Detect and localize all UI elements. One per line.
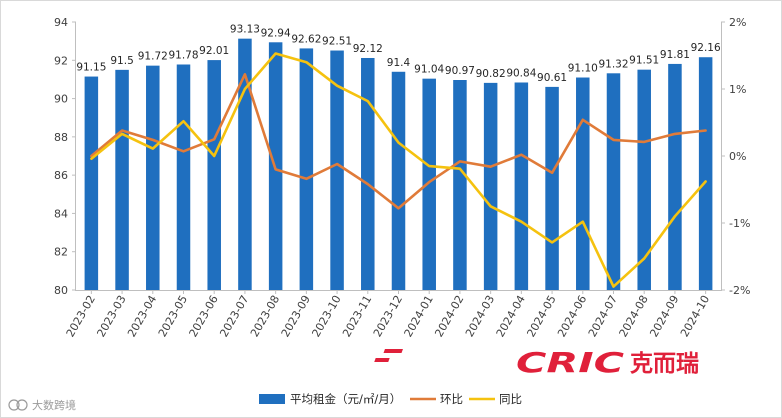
legend-label-mom: 环比 xyxy=(440,392,463,406)
logo-speed-stripe xyxy=(383,349,403,353)
left-axis-ticks: 80 82 84 86 88 90 92 94 xyxy=(54,16,76,297)
legend: 平均租金（元/㎡/月） 环比 同比 xyxy=(259,392,522,406)
left-tick-label: 82 xyxy=(54,246,68,259)
bar-data-label: 90.82 xyxy=(476,68,506,80)
right-tick-label: 0% xyxy=(729,150,746,163)
bar-data-label: 91.72 xyxy=(138,51,168,63)
bar xyxy=(422,78,436,290)
bar-data-label: 90.97 xyxy=(445,65,475,77)
bar xyxy=(576,77,590,290)
watermark-icon xyxy=(16,399,28,411)
right-tick-label: -1% xyxy=(729,217,750,230)
line-yoy xyxy=(90,52,707,288)
cric-logo: CRIC 克而瑞 xyxy=(374,346,699,379)
left-tick-label: 86 xyxy=(54,169,68,182)
bar-data-label: 91.10 xyxy=(568,63,598,75)
left-tick-label: 84 xyxy=(54,207,68,220)
right-tick-label: -2% xyxy=(729,284,750,297)
bar-data-label: 90.84 xyxy=(506,67,536,79)
bar-data-label: 92.01 xyxy=(199,45,229,57)
line-mom xyxy=(90,73,707,210)
bar-data-label: 91.5 xyxy=(110,55,133,67)
legend-swatch-bar xyxy=(259,394,285,404)
logo-mark: CRIC xyxy=(516,346,625,379)
line-series xyxy=(90,52,707,288)
bar-series xyxy=(84,38,713,291)
bar-data-label: 91.04 xyxy=(414,64,444,76)
bar-data-label: 92.62 xyxy=(291,33,321,45)
bar xyxy=(299,48,314,290)
bar xyxy=(391,71,406,291)
left-tick-label: 94 xyxy=(54,16,68,29)
bar xyxy=(698,57,713,291)
logo-speed-stripe xyxy=(374,358,390,362)
bar-data-label: 91.15 xyxy=(76,62,106,74)
bar xyxy=(176,64,191,290)
left-tick-label: 90 xyxy=(54,93,68,106)
bar xyxy=(668,63,682,291)
bar-data-label: 91.78 xyxy=(168,49,198,61)
right-tick-label: 2% xyxy=(729,16,746,29)
watermark: 大数跨境 xyxy=(8,398,76,412)
bar-data-label: 90.61 xyxy=(537,72,567,84)
bar-data-label: 91.51 xyxy=(629,55,659,67)
bar-data-label: 91.81 xyxy=(660,49,690,61)
watermark-icon xyxy=(8,399,20,411)
right-tick-label: 1% xyxy=(729,83,746,96)
bar xyxy=(84,76,99,290)
bar xyxy=(514,82,529,291)
legend-label-yoy: 同比 xyxy=(499,392,522,406)
bar xyxy=(238,38,252,291)
legend-label-bar: 平均租金（元/㎡/月） xyxy=(290,392,401,406)
bar xyxy=(330,50,344,290)
bar xyxy=(115,69,129,290)
left-tick-label: 92 xyxy=(54,54,68,67)
bar-data-label: 92.12 xyxy=(353,43,383,55)
bar-data-label: 92.94 xyxy=(261,27,291,39)
left-tick-label: 88 xyxy=(54,131,68,144)
bar xyxy=(606,73,621,290)
right-axis-ticks: -2% -1% 0% 1% 2% xyxy=(721,16,750,297)
bar-data-label: 92.51 xyxy=(322,36,352,48)
left-tick-label: 80 xyxy=(54,284,68,297)
bar xyxy=(361,57,375,290)
watermark-text: 大数跨境 xyxy=(32,398,76,412)
logo-name: 克而瑞 xyxy=(630,350,699,377)
bar xyxy=(637,69,651,290)
bar-data-label: 93.13 xyxy=(230,24,260,36)
bar-data-label: 92.16 xyxy=(691,42,721,54)
bar xyxy=(483,82,498,290)
bar xyxy=(453,80,467,290)
bar xyxy=(146,65,160,290)
bar xyxy=(545,86,559,290)
bar-data-label: 91.4 xyxy=(387,57,411,69)
bar-data-label: 91.32 xyxy=(598,58,628,70)
bar xyxy=(207,60,221,290)
